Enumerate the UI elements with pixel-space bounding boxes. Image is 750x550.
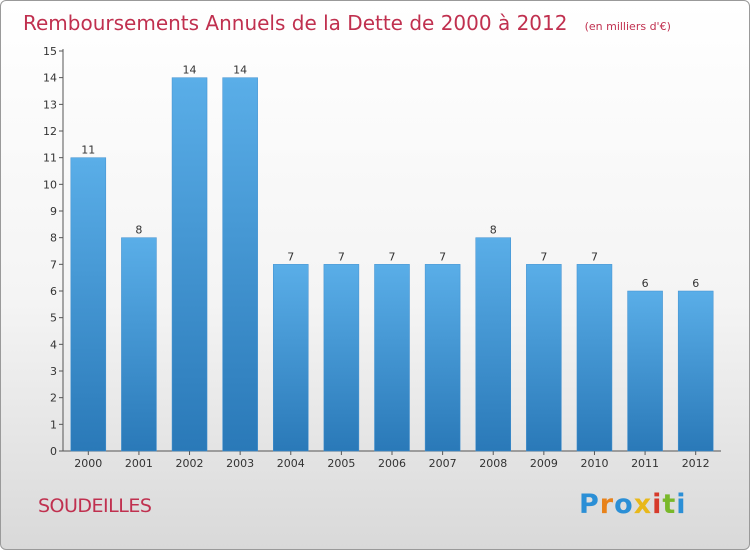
bar-value-label: 7 [287,250,294,263]
y-tick-label: 5 [50,312,57,325]
y-tick-label: 12 [43,125,57,138]
bar [171,77,208,452]
bar [627,290,663,452]
logo-letter: o [614,489,634,520]
x-tick-label: 2003 [226,457,254,470]
place-name: SOUDEILLES [38,495,152,517]
logo-letter: i [652,489,663,520]
y-tick-label: 7 [50,258,57,271]
bar-value-label: 8 [490,224,497,237]
y-tick-label: 3 [50,365,57,378]
x-tick-label: 2011 [631,457,659,470]
x-tick-label: 2005 [327,457,355,470]
y-tick-label: 8 [50,232,57,245]
y-tick-label: 4 [50,338,57,351]
bar [526,264,562,452]
bar-value-label: 14 [233,64,247,77]
x-tick-label: 2004 [277,457,305,470]
bar-value-label: 11 [81,144,95,157]
chart-title: Remboursements Annuels de la Dette de 20… [23,11,567,35]
x-tick-label: 2007 [429,457,457,470]
y-tick-label: 1 [50,418,57,431]
chart-subtitle: (en milliers d'€) [585,20,671,33]
x-tick-label: 2006 [378,457,406,470]
logo-letter: r [599,489,615,520]
x-tick-label: 2002 [176,457,204,470]
bar-value-label: 6 [692,277,699,290]
bar-value-label: 6 [642,277,649,290]
y-tick-label: 6 [50,285,57,298]
bar-value-label: 7 [540,250,547,263]
bar [273,264,309,452]
bar-value-label: 7 [389,250,396,263]
x-tick-label: 2010 [580,457,608,470]
bar [323,264,360,452]
x-tick-label: 2009 [530,457,558,470]
proxiti-logo: Proxiti [579,489,687,520]
y-tick-label: 13 [43,98,57,111]
bar [475,237,511,452]
bars: 11 8 14 14 7 7 7 7 8 7 7 6 6 [70,64,714,452]
bar [374,264,410,452]
y-tick-label: 15 [43,45,57,58]
x-axis: 2000 2001 2002 2003 2004 2005 2006 2007 2008 2009… [63,450,721,470]
bar-value-label: 7 [338,250,345,263]
y-tick-label: 9 [50,205,57,218]
y-tick-label: 0 [50,445,57,458]
x-tick-label: 2000 [74,457,102,470]
bar [70,157,107,452]
bar-value-label: 8 [135,224,142,237]
bar [576,264,613,452]
x-tick-label: 2012 [682,457,710,470]
y-tick-label: 10 [43,178,57,191]
logo-letter: P [579,489,600,520]
bar [424,264,461,452]
bar-value-label: 7 [591,250,598,263]
chart-title-group: Remboursements Annuels de la Dette de 20… [23,11,671,35]
bar [677,290,714,452]
logo-letter: i [676,489,687,520]
x-tick-label: 2008 [479,457,507,470]
logo-letter: x [633,489,653,520]
y-tick-label: 14 [43,72,57,85]
bar-value-label: 14 [183,64,197,77]
bar [222,77,258,452]
x-tick-label: 2001 [125,457,153,470]
logo-letter: t [662,489,677,520]
bar [121,237,157,452]
bar-value-label: 7 [439,250,446,263]
y-tick-label: 11 [43,152,57,165]
y-tick-label: 2 [50,392,57,405]
